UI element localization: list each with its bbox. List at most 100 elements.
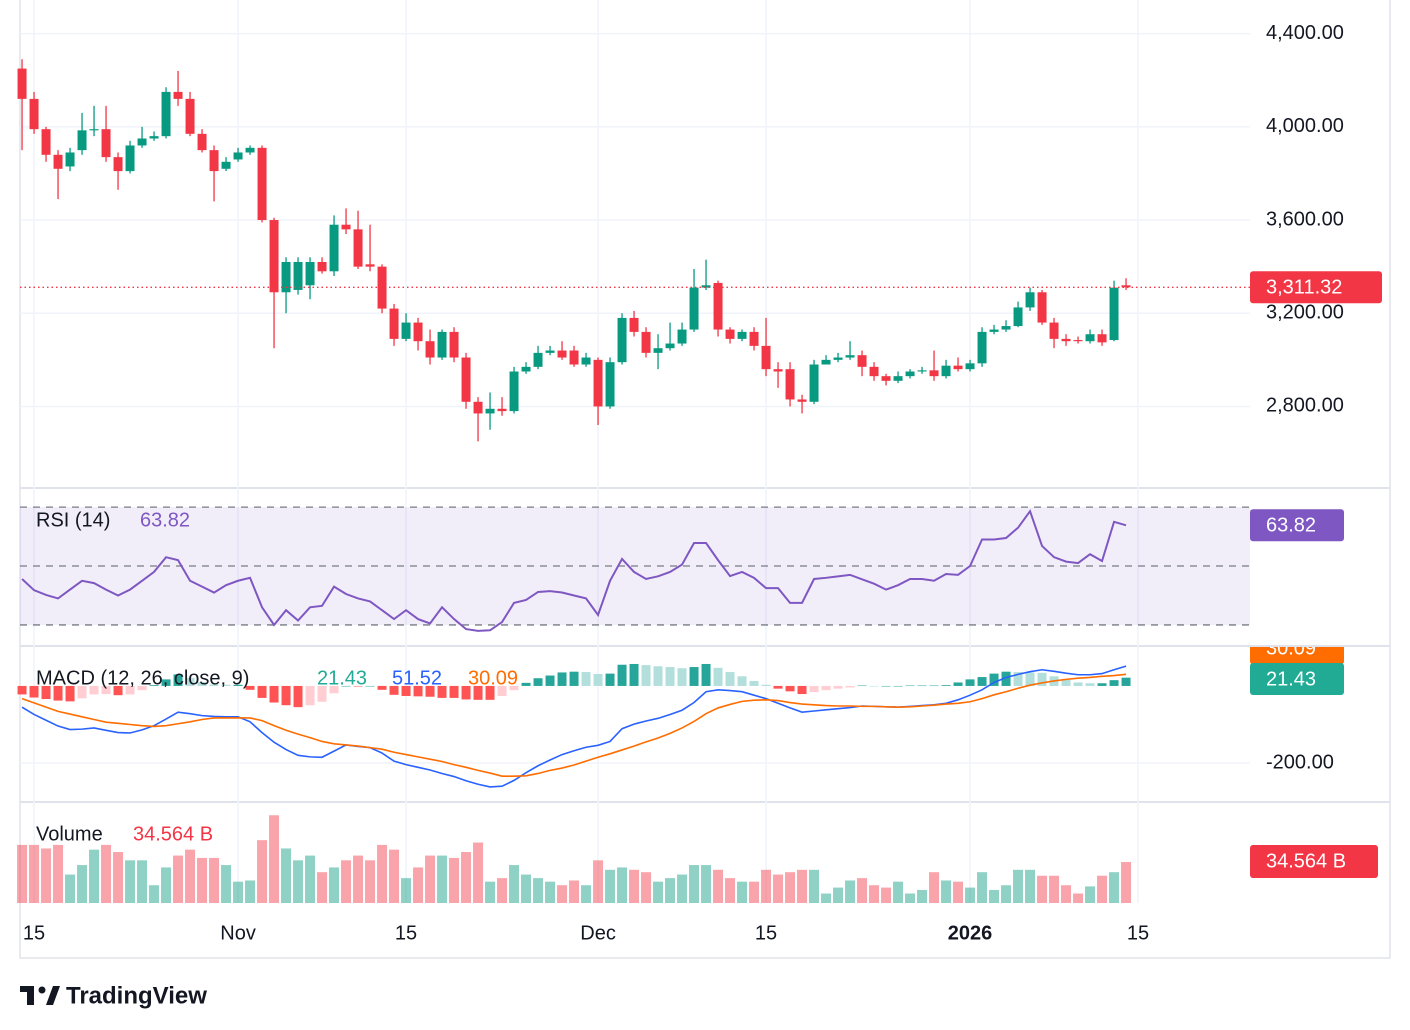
volume-bar [797,869,808,903]
y-tick-label: 4,000.00 [1266,115,1344,137]
candle-body [389,308,399,339]
volume-bar [293,860,304,903]
candle-body [833,357,843,360]
volume-bar [773,874,784,903]
candle-body [869,366,879,377]
volume-bar [593,860,604,903]
volume-bar [317,872,328,903]
macd-histogram-bar [1001,671,1011,686]
macd-histogram-bar [1025,672,1035,686]
volume-bar [677,874,688,903]
candle-body [197,133,207,151]
candle-body [377,266,387,309]
candle-body [1037,292,1047,323]
candle-body [689,287,699,330]
candle-body [245,147,255,153]
macd-histogram-bar [413,685,423,697]
candle-body [233,152,243,160]
macd-histogram-bar [149,685,159,686]
candle-body [485,408,495,414]
candle-body [17,68,27,99]
macd-histogram-bar [245,685,255,690]
macd-histogram-bar [53,685,63,701]
y-tick-label: 2,800.00 [1266,395,1344,417]
volume-bar [209,857,220,903]
volume-bar [101,844,112,903]
macd-histogram-bar [425,685,435,697]
y-tick-label: 3,600.00 [1266,208,1344,230]
volume-bar [1121,862,1132,903]
histogram-badge-label: 21.43 [1266,668,1316,690]
candle-body [329,224,339,272]
volume-bar [233,881,244,903]
volume-bar [413,867,424,903]
candle-body [365,264,375,267]
y-tick-label: -200.00 [1266,751,1334,773]
candle-body [173,91,183,99]
volume-bar [581,885,592,903]
candle-body [929,370,939,377]
last-price-label: 3,311.32 [1266,277,1342,299]
macd-histogram-bar [857,685,867,687]
candle-body [473,401,483,414]
volume-bar [329,867,340,903]
volume-bar [953,881,964,903]
volume-bar [869,885,880,903]
candle-body [677,329,687,344]
volume-bar [365,860,376,903]
volume-bar [617,867,628,903]
frame [19,0,1391,959]
candle-body [881,376,891,381]
macd-histogram-bar [701,663,711,686]
logo-icon [46,986,60,1005]
candle-body [137,138,147,146]
x-tick-label: 2026 [948,922,993,944]
candle-body [1121,285,1131,288]
macd-histogram-bar [305,685,315,706]
candle-body [461,357,471,402]
candle-body [257,147,267,221]
candle-body [797,399,807,402]
candle-body [737,331,747,339]
candle-body [77,130,87,151]
volume-bar [221,865,232,903]
macd-histogram-bar [785,685,795,692]
x-tick-label: 15 [23,922,45,944]
macd-histogram-bar [521,682,531,686]
volume-bar [449,857,460,903]
y-tick-label: 3,200.00 [1266,302,1344,324]
macd-histogram-bar [725,672,735,686]
candle-body [629,317,639,332]
macd-histogram-bar [365,685,375,687]
macd-histogram-bar [377,685,387,690]
macd-histogram-bar [749,680,759,686]
legend-title: Volume [36,823,103,845]
volume-bar [629,869,640,903]
candle-body [617,317,627,363]
macd-histogram-bar [353,685,363,687]
candle-body [425,341,435,358]
macd-histogram-bar [557,672,567,686]
candle-body [317,261,327,272]
logo-icon [38,986,46,994]
volume-bar [569,880,580,903]
rsi-badge [1250,509,1344,542]
signal-badge-clip: 30.09 [1250,647,1344,665]
macd-histogram-bar [185,677,195,686]
macd-histogram-bar [77,685,87,699]
candle-body [89,129,99,131]
macd-histogram-bar [1013,672,1023,686]
volume-badge [1250,845,1378,878]
legend-title: MACD (12, 26, close, 9) [36,667,249,689]
candle-body [641,331,651,353]
candle-body [941,365,951,377]
macd-histogram-bar [893,685,903,687]
legend-title: RSI (14) [36,509,110,531]
macd-histogram-bar [761,684,771,686]
volume-bar [941,880,952,903]
x-tick-label: 15 [755,922,777,944]
candle-body [209,150,219,172]
macd-histogram-bar [329,685,339,694]
macd-histogram-bar [593,673,603,686]
